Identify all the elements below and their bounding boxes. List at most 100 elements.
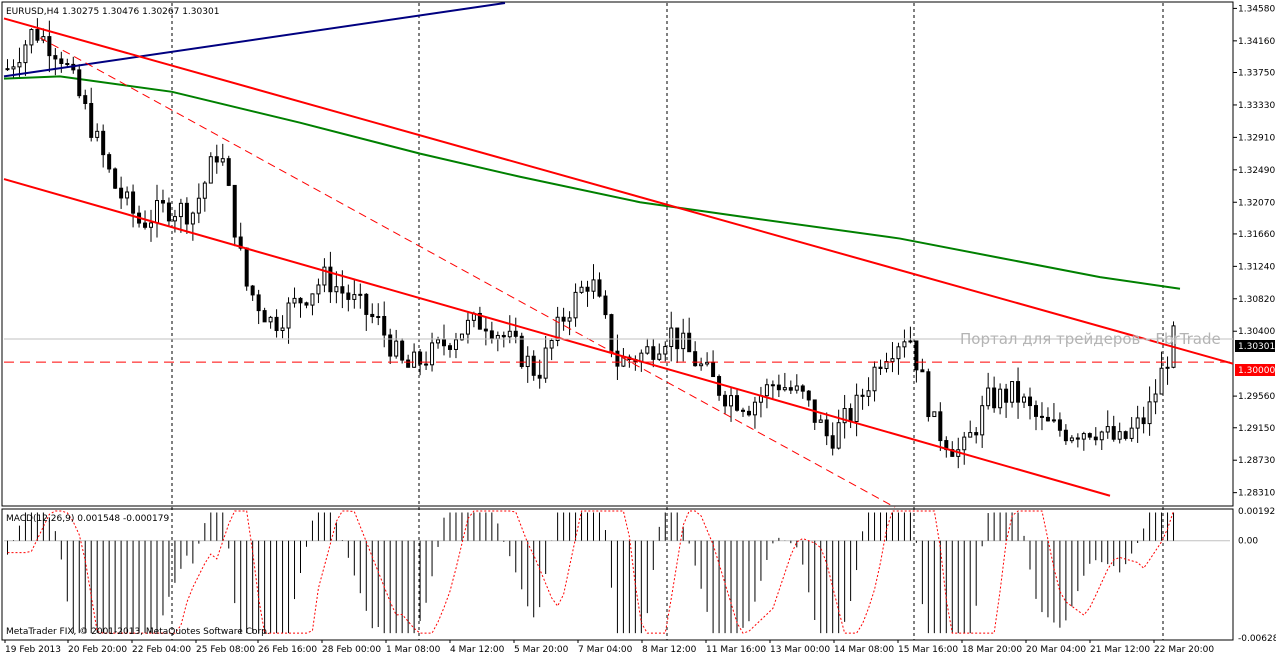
candle-body	[926, 371, 931, 418]
candle-body	[669, 327, 674, 348]
candle-body	[788, 387, 793, 391]
price-axis[interactable]: 1.34580 1.34160 1.33750 1.33330 1.32910 1.324…	[1233, 4, 1275, 499]
time-tick-label: 28 Feb 00:00	[322, 645, 381, 655]
candle-body	[776, 384, 781, 391]
macd-signal-line	[7, 510, 1174, 634]
price-tick-label: 1.32910	[1238, 133, 1275, 143]
candle-body	[364, 293, 369, 315]
candle-body	[47, 36, 52, 57]
candle-body	[274, 316, 279, 332]
macd-tick-label: 0.00	[1238, 537, 1258, 547]
candle-body	[896, 346, 901, 360]
candle-body	[687, 332, 692, 353]
candle-body	[651, 346, 656, 360]
candle-body	[125, 191, 130, 199]
candle-body	[764, 384, 769, 397]
candle-body	[214, 156, 219, 163]
candle-body	[1141, 417, 1146, 425]
candle-body	[196, 197, 201, 214]
period-separators	[171, 3, 1164, 640]
candle-body	[519, 335, 524, 368]
candle-body	[848, 408, 853, 422]
candle-body	[549, 340, 554, 349]
candle-body	[400, 340, 405, 361]
chart-title: EURUSD,H4 1.30275 1.30476 1.30267 1.3030…	[6, 7, 219, 17]
candle-body	[83, 95, 88, 104]
candle-body	[232, 184, 237, 238]
candle-body	[603, 295, 608, 316]
candle-body	[711, 361, 716, 378]
candle-body	[980, 405, 985, 436]
candle-body	[920, 369, 925, 373]
candle-body	[376, 315, 381, 318]
candle-body	[17, 62, 22, 68]
candle-body	[854, 394, 859, 422]
candle-body	[806, 390, 811, 401]
candle-body	[884, 361, 889, 369]
candle-body	[878, 366, 883, 369]
candle-body	[1165, 366, 1170, 369]
candle-body	[1135, 417, 1140, 429]
price-tick-label: 1.30400	[1238, 327, 1275, 337]
candle-body	[699, 363, 704, 367]
candle-body	[717, 376, 722, 396]
candle-body	[962, 436, 967, 451]
candle-body	[442, 339, 447, 347]
candle-body	[95, 130, 100, 138]
candle-body	[424, 363, 429, 366]
candle-body	[131, 191, 136, 214]
candle-body	[992, 387, 997, 409]
candle-body	[202, 182, 207, 199]
macd-histogram	[4, 510, 1230, 634]
candle-body	[914, 340, 919, 371]
candle-body	[1033, 405, 1038, 417]
time-tick-label: 20 Feb 20:00	[68, 645, 127, 655]
candle-body	[525, 355, 530, 368]
candle-body	[800, 385, 805, 392]
candle-body	[537, 374, 542, 379]
price-tick-label: 1.33750	[1238, 69, 1275, 79]
candle-body	[860, 394, 865, 397]
trend-lines	[3, 2, 1234, 508]
candle-body	[453, 339, 458, 350]
candle-body	[818, 419, 823, 423]
candle-body	[262, 310, 267, 323]
candle-body	[334, 286, 339, 293]
candle-body	[531, 355, 536, 376]
time-tick-label: 22 Mar 20:00	[1154, 645, 1214, 655]
candle-body	[477, 312, 482, 330]
candle-body	[794, 385, 799, 391]
time-tick-label: 8 Mar 12:00	[642, 645, 697, 655]
time-tick-label: 11 Mar 16:00	[706, 645, 766, 655]
candle-body	[974, 432, 979, 436]
candle-body	[1117, 431, 1122, 440]
price-pane[interactable]	[1, 1, 1234, 507]
time-tick-label: 7 Mar 04:00	[578, 645, 633, 655]
candle-body	[573, 291, 578, 319]
candle-body	[298, 297, 303, 304]
candle-body	[872, 366, 877, 392]
time-tick-label: 5 Mar 20:00	[514, 645, 569, 655]
price-tick-label: 1.28310	[1238, 489, 1275, 499]
candle-body	[986, 387, 991, 407]
candle-body	[1087, 433, 1092, 438]
candle-body	[1069, 437, 1074, 442]
candle-body	[107, 154, 112, 170]
candle-body	[555, 316, 560, 342]
candle-body	[597, 279, 602, 297]
candle-body	[29, 29, 34, 46]
candle-body	[322, 266, 327, 286]
time-axis[interactable]: 19 Feb 2013 20 Feb 20:00 22 Feb 04:00 25 Fe…	[4, 640, 1214, 655]
candle-body	[543, 347, 548, 379]
candle-body	[1159, 367, 1164, 395]
candle-body	[1063, 429, 1068, 442]
candle-body	[968, 432, 973, 438]
candle-body	[1093, 436, 1098, 441]
candle-body	[1111, 426, 1116, 440]
candle-body	[501, 334, 506, 338]
candle-body	[310, 293, 315, 306]
candle-body	[143, 222, 148, 228]
time-tick-label: 15 Mar 16:00	[898, 645, 958, 655]
